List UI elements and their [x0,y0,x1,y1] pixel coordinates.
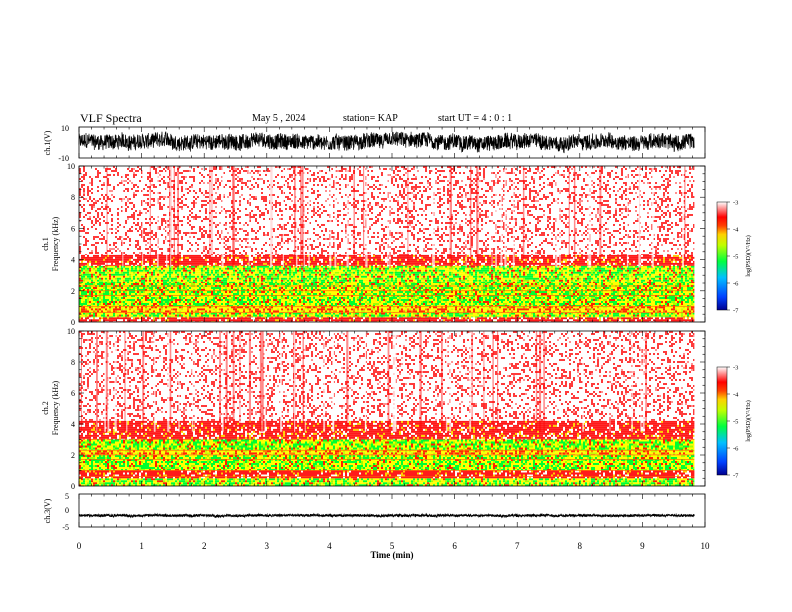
ch3-ytick-bottom: -5 [62,523,69,532]
ytick-label: 8 [71,358,75,367]
ytick-label: 10 [67,162,75,171]
colorbar-tick-label: -4 [733,392,739,399]
vlf-figure: 10 -10 ch.1(V) 0246810 ch.1 Frequency (k… [0,0,792,612]
ytick-label: 4 [71,256,75,265]
time-tick-label: 9 [640,541,645,551]
ch2-spectrogram-panel: 0 2 4 6 8 10 ch.2 Frequency (kHz) [41,327,705,491]
colorbar-tick-label: -4 [733,227,739,234]
ch1-colorbar-label: log(PSD)(V²/Hz) [745,235,752,276]
time-tick-label: 8 [578,541,583,551]
ch2-colorbar: -3 -4 -5 -6 -7 log(PSD)(V²/Hz) [717,365,752,480]
ch1-waveform-ylabel: ch.1(V) [43,130,52,155]
time-tick-label: 2 [202,541,207,551]
ch1-channel-label: ch.1 [41,237,50,251]
ch2-colorbar-label: log(PSD)(V²/Hz) [745,400,752,441]
colorbar-tick-label: -3 [733,200,738,207]
ytick-label: 2 [71,287,75,296]
ch2-colorbar-gradient [717,367,727,475]
ch2-channel-label: ch.2 [41,401,50,415]
ytick-label: 8 [71,193,75,202]
colorbar-tick-label: -7 [733,473,739,480]
time-tick-label: 4 [327,541,332,551]
ytick-label: 6 [71,224,75,233]
time-tick-label: 1 [139,541,144,551]
ytick-label: 2 [71,451,75,460]
ch3-waveform-panel: 5 0 -5 ch.3(V) [43,492,705,532]
time-tick-label: 0 [77,541,82,551]
colorbar-tick-label: -3 [733,365,738,372]
ch2-frequency-label: Frequency (kHz) [51,380,60,435]
time-tick-label: 6 [452,541,457,551]
ytick-label: 0 [71,318,75,327]
ch3-ytick-mid: 0 [65,506,69,515]
ch3-ytick-top: 5 [65,492,69,501]
ch1-waveform-panel: 10 -10 ch.1(V) [43,124,705,163]
ch1-colorbar-gradient [717,202,727,310]
colorbar-tick-label: -5 [733,419,738,426]
ch1-frequency-label: Frequency (kHz) [51,216,60,271]
colorbar-tick-label: -6 [733,446,739,453]
time-tick-label: 10 [701,541,711,551]
ytick-label: 6 [71,389,75,398]
colorbar-tick-label: -5 [733,254,738,261]
ch2-colorbar-ticks: -3 -4 -5 -6 -7 [727,365,739,480]
ytick-label: 0 [71,482,75,491]
time-axis-label: Time (min) [370,550,413,560]
ytick-label: 10 [67,327,75,336]
ytick-label: 4 [71,420,75,429]
time-tick-label: 7 [515,541,520,551]
ch3-waveform-ylabel: ch.3(V) [43,498,52,523]
ch1-spectrogram-panel: 0 2 4 6 8 10 ch.1 Frequency (kHz) [41,162,705,327]
time-tick-label: 3 [265,541,270,551]
ch1-colorbar-ticks: -3 -4 -5 -6 -7 [727,200,739,315]
ch1-ytick-top: 10 [61,124,69,133]
colorbar-tick-label: -7 [733,308,739,315]
ch1-colorbar: -3 -4 -5 -6 -7 log(PSD)(V²/Hz) [717,200,752,315]
colorbar-tick-label: -6 [733,281,739,288]
